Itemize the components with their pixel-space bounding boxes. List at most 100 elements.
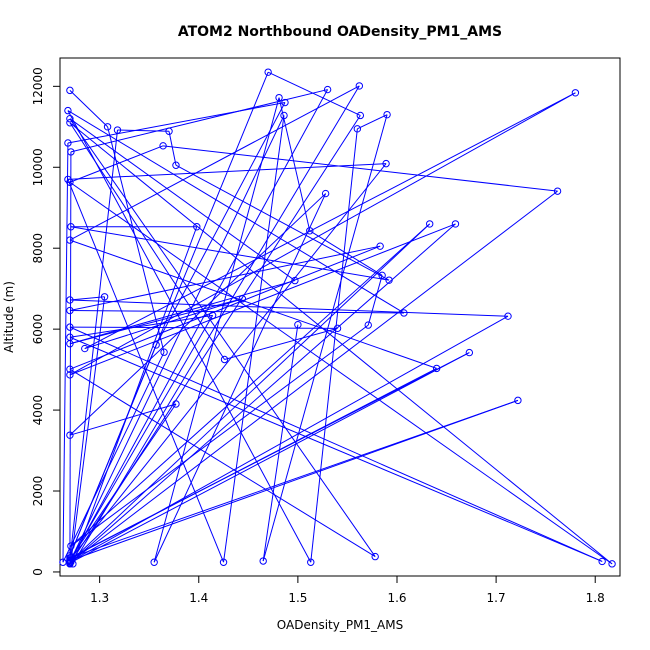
data-point: [208, 311, 217, 320]
line-segment: [67, 179, 225, 563]
data-point: [259, 557, 267, 565]
line-segment: [155, 102, 286, 346]
data-point: [66, 178, 74, 186]
data-point: [514, 396, 522, 405]
data-point: [400, 309, 408, 317]
data-point: [432, 364, 441, 373]
line-segment: [69, 92, 576, 376]
line-segment: [69, 181, 613, 565]
data-point: [64, 139, 72, 147]
line-segment: [310, 128, 358, 563]
line-segment: [69, 118, 376, 557]
data-point: [66, 236, 74, 244]
data-point: [553, 187, 562, 195]
x-axis: 1.3 1.4 1.5 1.6 1.7 1.8: [90, 575, 605, 605]
line-segment: [69, 90, 108, 128]
line-segment: [69, 163, 387, 561]
data-point: [67, 542, 75, 550]
data-point: [382, 159, 390, 168]
line-segment: [69, 118, 296, 281]
x-tick-label: 1.6: [387, 591, 406, 605]
y-tick-label: 10000: [31, 148, 45, 186]
line-segment: [69, 115, 285, 563]
line-segment: [69, 336, 603, 562]
line-segment: [70, 324, 369, 547]
data-point: [465, 348, 474, 357]
line-segment: [70, 403, 177, 559]
line-segment: [357, 114, 388, 130]
data-point: [264, 68, 272, 76]
line-segment: [69, 326, 603, 562]
line-segment: [163, 145, 558, 192]
data-point: [66, 559, 74, 567]
line-segment: [69, 352, 470, 564]
line-segment: [69, 71, 269, 556]
line-segment: [69, 280, 296, 345]
data-point: [333, 324, 342, 333]
chart-title: ATOM2 Northbound OADensity_PM1_AMS: [178, 24, 502, 40]
data-point: [67, 558, 75, 566]
line-segment: [69, 223, 456, 564]
data-point: [66, 296, 74, 304]
data-point: [66, 340, 74, 348]
data-point: [165, 127, 173, 135]
line-segment: [224, 327, 338, 360]
line-segment: [278, 97, 311, 231]
data-point: [353, 125, 362, 133]
y-tick-label: 2000: [31, 476, 45, 507]
data-point: [371, 552, 379, 561]
data-point: [100, 293, 109, 301]
data-point: [67, 148, 75, 156]
line-segment: [69, 326, 338, 329]
line-segment: [70, 223, 431, 547]
data-point: [113, 126, 122, 134]
line-segment: [69, 315, 509, 563]
data-point: [150, 558, 158, 566]
line-segment: [69, 296, 105, 301]
data-point: [307, 558, 315, 566]
line-segment: [69, 352, 470, 559]
data-point: [81, 344, 89, 353]
x-tick-label: 1.7: [487, 591, 506, 605]
line-segment: [72, 226, 198, 565]
line-segment: [69, 145, 164, 183]
line-segment: [69, 223, 456, 376]
data-point: [281, 98, 289, 107]
line-segment: [62, 351, 165, 563]
line-segment: [67, 110, 312, 563]
line-segment: [267, 71, 361, 116]
data-point: [323, 85, 332, 94]
data-point: [159, 142, 167, 150]
data-point: [193, 223, 201, 231]
data-point: [321, 189, 330, 198]
line-segment: [69, 368, 376, 558]
line-segment: [69, 245, 381, 370]
data-point: [280, 111, 288, 120]
data-point: [220, 355, 229, 364]
line-segment: [69, 298, 243, 345]
line-segment: [69, 151, 72, 564]
x-tick-label: 1.8: [586, 591, 605, 605]
data-point: [306, 227, 314, 235]
line-segment: [168, 131, 177, 166]
data-point: [383, 110, 391, 119]
y-axis: 0 2000 4000 6000 8000 10000 12000: [31, 67, 61, 576]
data-point: [291, 276, 299, 285]
data-point: [385, 276, 393, 284]
data-point: [364, 321, 372, 329]
line-segment: [67, 163, 387, 180]
line-segment: [153, 193, 327, 563]
y-tick-label: 0: [31, 568, 45, 576]
data-point: [451, 220, 460, 228]
data-point: [103, 123, 112, 131]
line-segment: [175, 164, 390, 281]
data-point: [238, 295, 247, 303]
line-segment: [69, 122, 613, 565]
line-segment: [69, 399, 519, 559]
line-segment: [223, 115, 285, 563]
line-segment: [367, 275, 383, 326]
data-point: [64, 106, 72, 115]
data-point: [172, 400, 180, 408]
data-point: [294, 320, 302, 329]
